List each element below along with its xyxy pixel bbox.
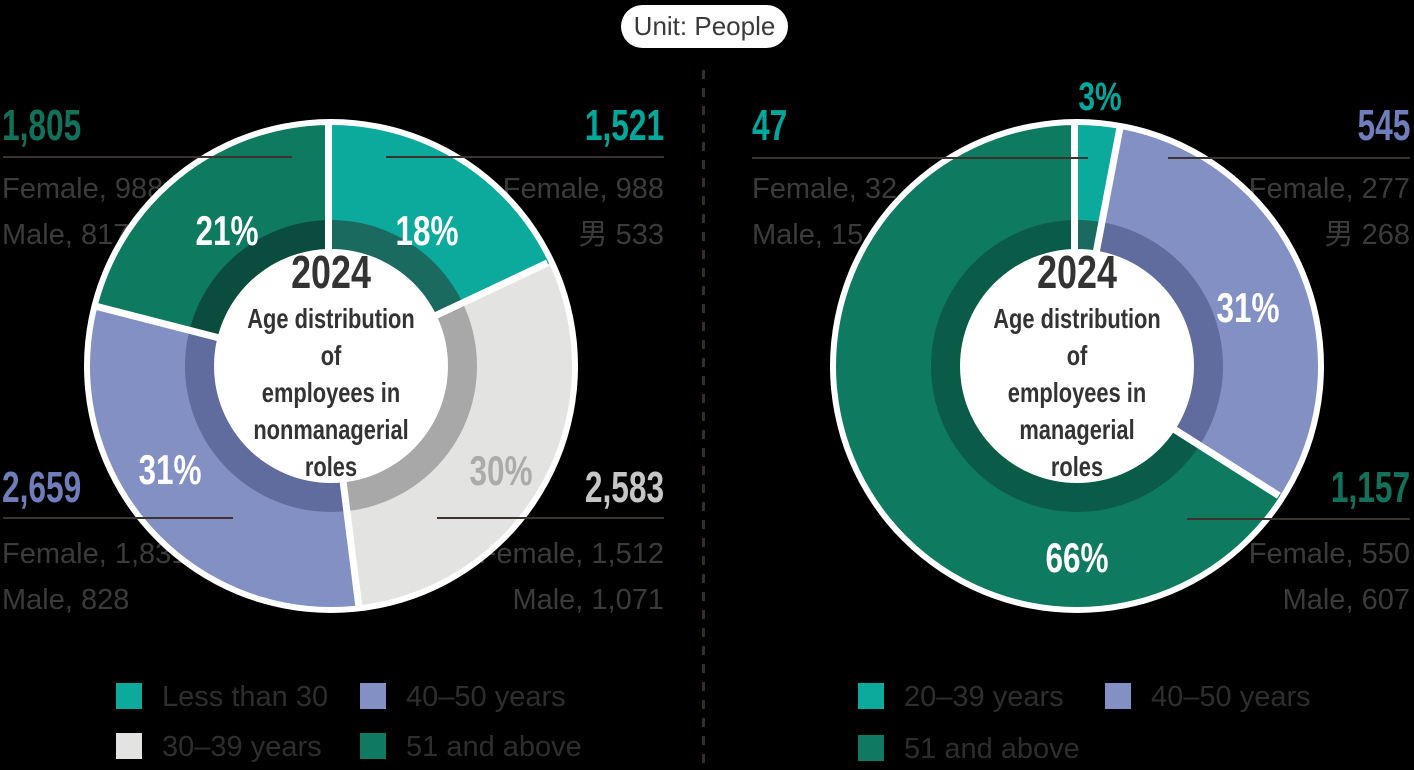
- legend-label-40-50-nonmanagerial: 40–50 years: [406, 681, 566, 713]
- legend-label-40-50-managerial: 40–50 years: [1151, 681, 1311, 713]
- legend-swatch-less-than-30: [116, 683, 142, 709]
- callout-line: [3, 517, 233, 519]
- callout-male-row: 男 268: [1324, 219, 1410, 251]
- pct-label-20-39: 3%: [1078, 75, 1122, 119]
- pct-label-40-50-managerial: 31%: [1216, 284, 1280, 331]
- callout-line: [386, 156, 664, 158]
- legend-swatch-30-39: [116, 733, 142, 759]
- legend-label-30-39: 30–39 years: [162, 731, 322, 763]
- chart-title: Age distribution of employees in manager…: [993, 302, 1161, 482]
- callout-detail-40-50-managerial: Female, 277 男 268: [1249, 166, 1410, 258]
- segment-gap: [324, 124, 332, 366]
- callout-female-row: Female, 1,512: [478, 538, 664, 570]
- callout-number-30-39: 2,583: [584, 463, 664, 512]
- legend-swatch-40-50-nonmanagerial: [360, 683, 386, 709]
- legend-label-51-above-managerial: 51 and above: [904, 733, 1080, 765]
- legend-swatch-40-50-managerial: [1105, 683, 1131, 709]
- donut-center: 2024 Age distribution of employees in no…: [214, 246, 448, 483]
- segment-gap: [1070, 124, 1078, 366]
- callout-number-20-39: 47: [752, 101, 788, 150]
- pct-label-51-above-nonmanagerial: 21%: [195, 207, 259, 254]
- callout-detail-20-39: Female, 32 Male, 15: [752, 166, 897, 258]
- callout-male-row: 男 533: [578, 219, 664, 251]
- callout-detail-30-39: Female, 1,512 Male, 1,071: [479, 531, 664, 623]
- callout-line: [1187, 518, 1410, 520]
- legend-swatch-51-above-managerial: [858, 735, 884, 761]
- legend-label-20-39: 20–39 years: [904, 681, 1064, 713]
- callout-male-row: Male, 15: [752, 219, 864, 251]
- pct-label-51-above-managerial: 66%: [1045, 534, 1109, 581]
- callout-detail-40-50-nonmanagerial: Female, 1,831 Male, 828: [2, 531, 187, 623]
- legend-swatch-20-39: [858, 683, 884, 709]
- callout-female-row: Female, 988: [502, 173, 664, 205]
- donut-chart-nonmanagerial: 2024 Age distribution of employees in no…: [84, 119, 578, 613]
- donut-center: 2024 Age distribution of employees in ma…: [960, 246, 1194, 483]
- pct-label-less-than-30: 18%: [395, 207, 459, 254]
- callout-female-row: Female, 277: [1248, 173, 1410, 205]
- callout-number-40-50-nonmanagerial: 2,659: [2, 463, 82, 512]
- callout-number-51-above-nonmanagerial: 1,805: [2, 101, 82, 150]
- legend-swatch-51-above-nonmanagerial: [360, 733, 386, 759]
- callout-detail-51-above-managerial: Female, 550 Male, 607: [1249, 531, 1410, 623]
- callout-detail-less-than-30: Female, 988 男 533: [503, 166, 664, 258]
- callout-line: [3, 156, 292, 158]
- legend-label-51-above-nonmanagerial: 51 and above: [406, 731, 582, 763]
- callout-male-row: Male, 1,071: [512, 584, 664, 616]
- chart-title: Age distribution of employees in nonmana…: [247, 302, 415, 482]
- callout-female-row: Female, 32: [752, 173, 898, 205]
- unit-badge: Unit: People: [621, 5, 788, 48]
- vertical-divider: [702, 70, 705, 770]
- callout-line: [1168, 157, 1410, 159]
- chart-year: 2024: [291, 246, 371, 299]
- callout-female-row: Female, 1,831: [2, 538, 188, 570]
- pct-label-40-50-nonmanagerial: 31%: [138, 446, 202, 493]
- callout-detail-51-above-nonmanagerial: Female, 988 Male, 817: [2, 166, 163, 258]
- legend-label-less-than-30: Less than 30: [162, 681, 329, 713]
- callout-number-less-than-30: 1,521: [584, 101, 664, 150]
- callout-male-row: Male, 817: [2, 219, 130, 251]
- pct-label-30-39: 30%: [469, 447, 533, 494]
- donut-chart-managerial: 2024 Age distribution of employees in ma…: [830, 119, 1324, 613]
- callout-line: [437, 517, 664, 519]
- unit-badge-label: Unit: People: [633, 11, 776, 41]
- callout-number-40-50-managerial: 545: [1357, 101, 1410, 150]
- callout-female-row: Female, 988: [2, 173, 164, 205]
- callout-male-row: Male, 607: [1282, 584, 1410, 616]
- callout-male-row: Male, 828: [2, 584, 130, 616]
- callout-line: [752, 157, 1088, 159]
- callout-female-row: Female, 550: [1248, 538, 1410, 570]
- callout-number-51-above-managerial: 1,157: [1330, 463, 1410, 512]
- chart-year: 2024: [1037, 246, 1117, 299]
